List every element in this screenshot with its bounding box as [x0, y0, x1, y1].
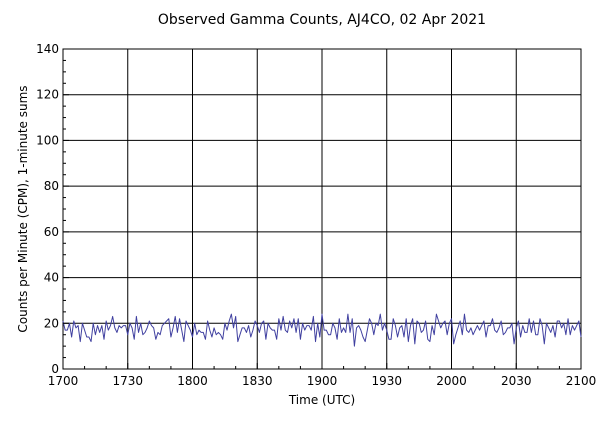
grid-lines [63, 49, 581, 369]
x-axis-ticks: 1700 1730 1800 1830 1900 1930 2000 2030 2100 [48, 363, 597, 388]
x-tick-label: 2030 [501, 374, 532, 388]
y-tick-label: 140 [36, 42, 59, 56]
x-tick-label: 1830 [242, 374, 273, 388]
y-axis-label: Counts per Minute (CPM), 1-minute sums [16, 85, 30, 332]
x-tick-label: 2100 [566, 374, 597, 388]
y-tick-label: 60 [44, 225, 59, 239]
y-tick-label: 20 [44, 316, 59, 330]
y-axis-ticks: 0 20 40 60 80 100 120 140 [36, 42, 69, 376]
x-axis-label: Time (UTC) [288, 393, 355, 407]
x-tick-label: 1730 [112, 374, 143, 388]
x-tick-label: 1800 [177, 374, 208, 388]
x-tick-label: 1700 [48, 374, 79, 388]
x-tick-label: 1900 [307, 374, 338, 388]
y-tick-label: 120 [36, 88, 59, 102]
y-tick-label: 100 [36, 133, 59, 147]
series-layer [62, 313, 582, 347]
y-tick-label: 0 [51, 362, 59, 376]
chart-title: Observed Gamma Counts, AJ4CO, 02 Apr 202… [158, 12, 486, 28]
y-tick-label: 40 [44, 271, 59, 285]
y-tick-label: 80 [44, 179, 59, 193]
series-line [62, 313, 582, 347]
x-tick-label: 1930 [371, 374, 402, 388]
x-tick-label: 2000 [436, 374, 467, 388]
